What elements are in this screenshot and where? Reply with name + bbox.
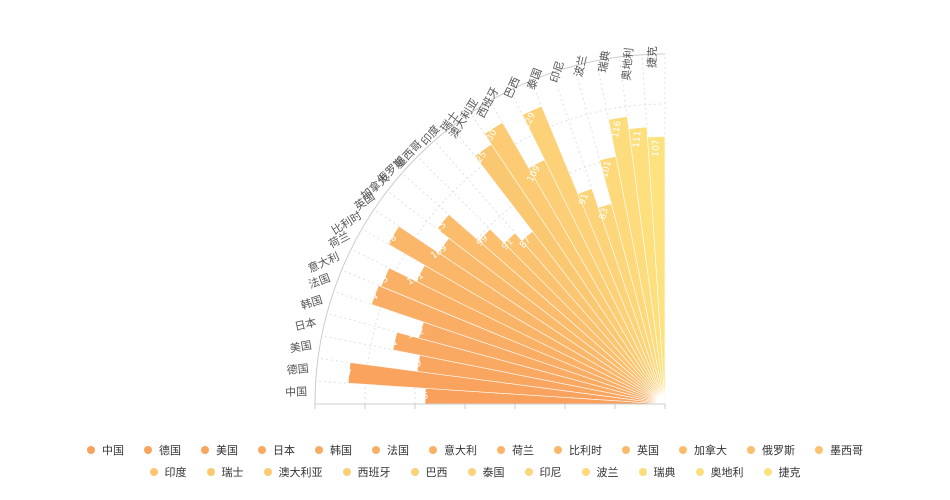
legend-marker-icon <box>429 446 437 454</box>
legend-item[interactable]: 印度 <box>150 464 187 480</box>
legend-marker-icon <box>497 446 505 454</box>
legend-marker-icon <box>264 468 272 476</box>
legend-label: 日本 <box>273 442 295 458</box>
legend-marker-icon <box>582 468 590 476</box>
category-label: 意大利 <box>306 249 342 275</box>
legend: 中国 德国 美国 日本 韩国 法国 意大利 荷兰 比利时 英国 加拿大 俄罗斯 墨西哥印度 瑞士 澳大利亚 西… <box>60 442 890 480</box>
legend-item[interactable]: 意大利 <box>429 442 477 458</box>
legend-label: 波兰 <box>597 464 619 480</box>
legend-item[interactable]: 俄罗斯 <box>747 442 795 458</box>
value-label: 96 <box>417 392 429 402</box>
legend-item[interactable]: 法国 <box>372 442 409 458</box>
category-label: 美国 <box>289 339 313 355</box>
legend-label: 奥地利 <box>711 464 744 480</box>
legend-label: 比利时 <box>569 442 602 458</box>
category-label: 德国 <box>286 361 309 377</box>
legend-marker-icon <box>144 446 152 454</box>
legend-label: 英国 <box>637 442 659 458</box>
legend-item[interactable]: 澳大利亚 <box>264 464 323 480</box>
legend-item[interactable]: 韩国 <box>315 442 352 458</box>
category-label: 泰国 <box>524 66 545 92</box>
legend-item[interactable]: 加拿大 <box>679 442 727 458</box>
legend-marker-icon <box>639 468 647 476</box>
legend-label: 中国 <box>102 442 124 458</box>
legend-label: 俄罗斯 <box>762 442 795 458</box>
legend-item[interactable]: 美国 <box>201 442 238 458</box>
category-label: 韩国 <box>299 292 324 312</box>
category-label: 印尼 <box>548 59 567 84</box>
legend-marker-icon <box>411 468 419 476</box>
legend-item[interactable]: 印尼 <box>525 464 562 480</box>
category-label: 奥地利 <box>619 47 636 81</box>
legend-marker-icon <box>343 468 351 476</box>
category-label: 瑞典 <box>595 49 612 73</box>
category-label: 巴西 <box>502 75 523 100</box>
legend-label: 瑞典 <box>654 464 676 480</box>
legend-item[interactable]: 捷克 <box>764 464 801 480</box>
legend-item[interactable]: 西班牙 <box>343 464 391 480</box>
legend-marker-icon <box>207 468 215 476</box>
legend-label: 美国 <box>216 442 238 458</box>
value-label: 127 <box>334 369 352 381</box>
legend-label: 加拿大 <box>694 442 727 458</box>
legend-label: 巴西 <box>426 464 448 480</box>
legend-marker-icon <box>150 468 158 476</box>
legend-marker-icon <box>315 446 323 454</box>
legend-marker-icon <box>815 446 823 454</box>
legend-label: 墨西哥 <box>830 442 863 458</box>
legend-label: 瑞士 <box>222 464 244 480</box>
legend-item[interactable]: 墨西哥 <box>815 442 863 458</box>
legend-marker-icon <box>372 446 380 454</box>
category-label: 波兰 <box>572 54 590 78</box>
legend-label: 印尼 <box>540 464 562 480</box>
legend-label: 印度 <box>165 464 187 480</box>
legend-item[interactable]: 奥地利 <box>696 464 744 480</box>
legend-item[interactable]: 泰国 <box>468 464 505 480</box>
legend-item[interactable]: 波兰 <box>582 464 619 480</box>
value-label: 111 <box>632 130 644 148</box>
legend-marker-icon <box>696 468 704 476</box>
legend-label: 法国 <box>387 442 409 458</box>
legend-marker-icon <box>679 446 687 454</box>
legend-marker-icon <box>764 468 772 476</box>
legend-marker-icon <box>554 446 562 454</box>
legend-label: 德国 <box>159 442 181 458</box>
legend-label: 澳大利亚 <box>279 464 323 480</box>
legend-item[interactable]: 中国 <box>87 442 124 458</box>
legend-marker-icon <box>747 446 755 454</box>
legend-marker-icon <box>525 468 533 476</box>
legend-label: 意大利 <box>444 442 477 458</box>
legend-label: 捷克 <box>779 464 801 480</box>
legend-item[interactable]: 瑞士 <box>207 464 244 480</box>
category-label: 捷克 <box>645 46 660 68</box>
legend-item[interactable]: 日本 <box>258 442 295 458</box>
legend-label: 韩国 <box>330 442 352 458</box>
legend-label: 西班牙 <box>358 464 391 480</box>
legend-marker-icon <box>201 446 209 454</box>
legend-item[interactable]: 比利时 <box>554 442 602 458</box>
legend-item[interactable]: 德国 <box>144 442 181 458</box>
legend-item[interactable]: 荷兰 <box>497 442 534 458</box>
legend-item[interactable]: 瑞典 <box>639 464 676 480</box>
legend-item[interactable]: 巴西 <box>411 464 448 480</box>
category-label: 日本 <box>293 315 318 334</box>
category-label: 中国 <box>285 385 307 399</box>
value-label: 107 <box>651 139 662 157</box>
legend-marker-icon <box>258 446 266 454</box>
legend-label: 荷兰 <box>512 442 534 458</box>
legend-marker-icon <box>622 446 630 454</box>
legend-item[interactable]: 英国 <box>622 442 659 458</box>
radius-axis <box>315 404 665 409</box>
legend-marker-icon <box>87 446 95 454</box>
legend-marker-icon <box>468 468 476 476</box>
legend-label: 泰国 <box>483 464 505 480</box>
